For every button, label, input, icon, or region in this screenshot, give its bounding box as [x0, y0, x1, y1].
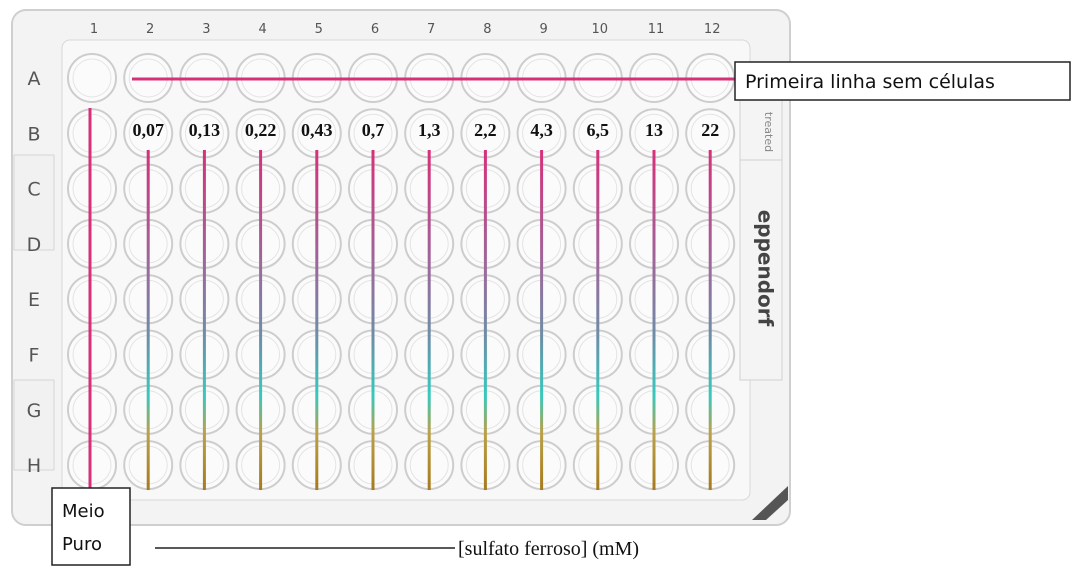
- column-label: 12: [704, 22, 721, 37]
- row-label: C: [27, 179, 40, 201]
- gradient-line: [315, 150, 318, 490]
- diagram: treated eppendorf Primeira linha sem cél…: [0, 0, 1078, 569]
- gradient-line: [259, 150, 262, 490]
- axis-label: [sulfato ferroso] (mM): [458, 538, 639, 560]
- column-label: 10: [592, 22, 609, 37]
- column-label: 7: [427, 22, 435, 37]
- column-label: 8: [483, 22, 491, 37]
- well: [68, 54, 116, 102]
- concentration: 0,07: [132, 120, 164, 140]
- well: [68, 275, 116, 323]
- gradient-line: [596, 150, 599, 490]
- column-label: 3: [202, 22, 210, 37]
- side-label: treated: [762, 112, 775, 152]
- well: [68, 331, 116, 379]
- concentration: 13: [645, 120, 663, 140]
- gradient-line: [147, 150, 150, 490]
- callout-text: Primeira linha sem células: [745, 71, 995, 93]
- column-label: 2: [146, 22, 154, 37]
- row-label: A: [28, 68, 41, 90]
- column-label: 4: [258, 22, 266, 37]
- gradient-line: [653, 150, 656, 490]
- concentration: 0,13: [189, 120, 221, 140]
- gradient-line: [203, 150, 206, 490]
- brand: eppendorf: [754, 210, 778, 327]
- column-label: 1: [90, 22, 98, 37]
- well: [68, 386, 116, 434]
- gradient-line: [484, 150, 487, 490]
- row-label: E: [28, 289, 40, 311]
- control-text: Puro: [62, 534, 102, 555]
- column-label: 5: [315, 22, 323, 37]
- concentration: 0,7: [362, 120, 385, 140]
- concentration: 1,3: [418, 120, 441, 140]
- concentration: 0,43: [301, 120, 333, 140]
- well: [68, 441, 116, 489]
- gradient-line: [540, 150, 543, 490]
- row-label: H: [27, 455, 41, 477]
- row-label: F: [29, 345, 40, 367]
- concentration: 6,5: [587, 120, 610, 140]
- gradient-line: [428, 150, 431, 490]
- gradient-line: [709, 150, 712, 490]
- gradient-line: [372, 150, 375, 490]
- row-label: B: [27, 123, 40, 145]
- well: [68, 165, 116, 213]
- column-label: 6: [371, 22, 379, 37]
- row-label: D: [27, 234, 42, 256]
- concentration: 0,22: [245, 120, 277, 140]
- well: [68, 220, 116, 268]
- column-label: 11: [648, 22, 665, 37]
- concentration: 2,2: [474, 120, 497, 140]
- well: [68, 109, 116, 157]
- row-label: G: [27, 400, 42, 422]
- concentration: 22: [701, 120, 719, 140]
- control-text: Meio: [62, 501, 105, 522]
- concentration: 4,3: [530, 120, 553, 140]
- column-label: 9: [539, 22, 547, 37]
